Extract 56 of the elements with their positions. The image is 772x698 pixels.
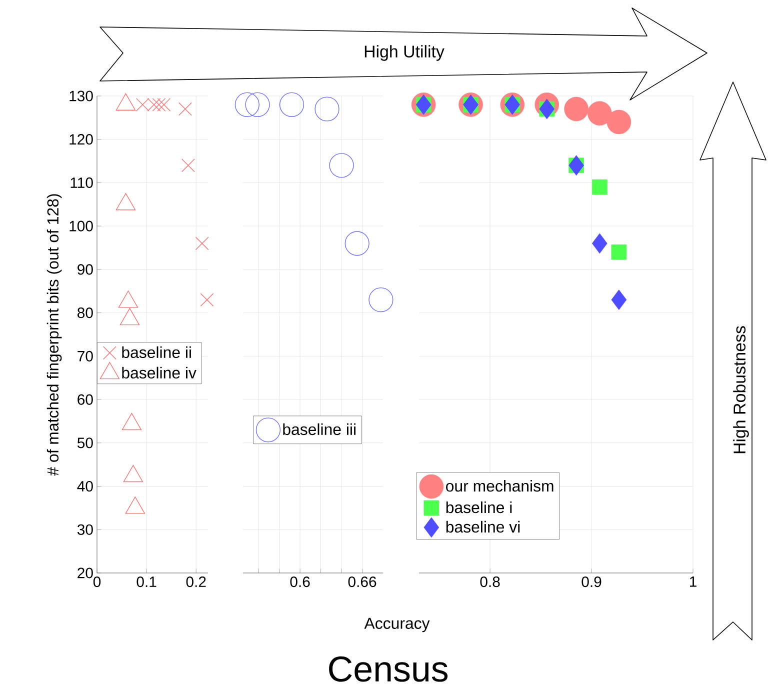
point (125, 496, 146, 514)
y-tick-label: 120 (70, 134, 93, 145)
point (587, 101, 612, 126)
point (611, 290, 627, 310)
y-tick-label: 60 (78, 394, 93, 405)
legend-label: our mechanism (446, 480, 554, 492)
legend-label: baseline iii (283, 423, 356, 436)
point (329, 153, 354, 178)
point (344, 231, 370, 256)
legend-label: baseline iv (122, 366, 196, 379)
y-tick-label: 30 (77, 524, 93, 535)
x-tick-label: 0.6 (290, 576, 310, 588)
point (564, 96, 588, 122)
point (152, 98, 166, 112)
text: High Robustness (733, 326, 749, 454)
point (592, 233, 608, 254)
y-tick-label: 90 (78, 264, 93, 275)
point (122, 412, 142, 430)
point (200, 293, 214, 306)
point (118, 290, 138, 308)
point (611, 244, 627, 260)
y-tick-label: 80 (78, 308, 93, 318)
y-tick-label: 20 (78, 568, 93, 578)
point (606, 110, 632, 134)
legend-label: baseline ii (122, 346, 191, 358)
y-tick-label: 100 (70, 220, 93, 232)
y-tick-label: 130 (70, 90, 93, 102)
point (157, 98, 171, 112)
point (123, 464, 144, 482)
point (181, 158, 195, 172)
x-tick-label: 0.8 (480, 576, 500, 588)
text: High Utility (364, 45, 444, 61)
point (120, 308, 140, 326)
x-tick-label: 0.1 (136, 576, 156, 588)
point (314, 96, 340, 122)
text: Census (329, 656, 448, 682)
point (279, 92, 304, 117)
point (178, 102, 192, 116)
x-tick-label: 0.2 (186, 576, 206, 588)
point (195, 236, 209, 250)
y-tick-label: 40 (77, 480, 93, 492)
x-tick-label: 0.9 (582, 576, 602, 588)
y-tick-label: 70 (78, 350, 93, 362)
y-axis-title: # of matched fingerprint bits (out of 128) (46, 194, 62, 476)
point (245, 92, 270, 117)
point (234, 92, 260, 117)
x-tick-label: 0.66 (348, 576, 376, 588)
y-tick-label: 50 (77, 438, 93, 448)
y-tick-label: 110 (70, 177, 93, 188)
x-tick-label: 1 (690, 576, 696, 587)
point (368, 287, 394, 312)
x-axis-title: Accuracy (364, 618, 430, 632)
point (592, 179, 608, 195)
x-tick-label: 0 (93, 576, 101, 588)
legend-label: baseline i (446, 501, 512, 514)
legend-label: baseline vi (446, 520, 520, 533)
